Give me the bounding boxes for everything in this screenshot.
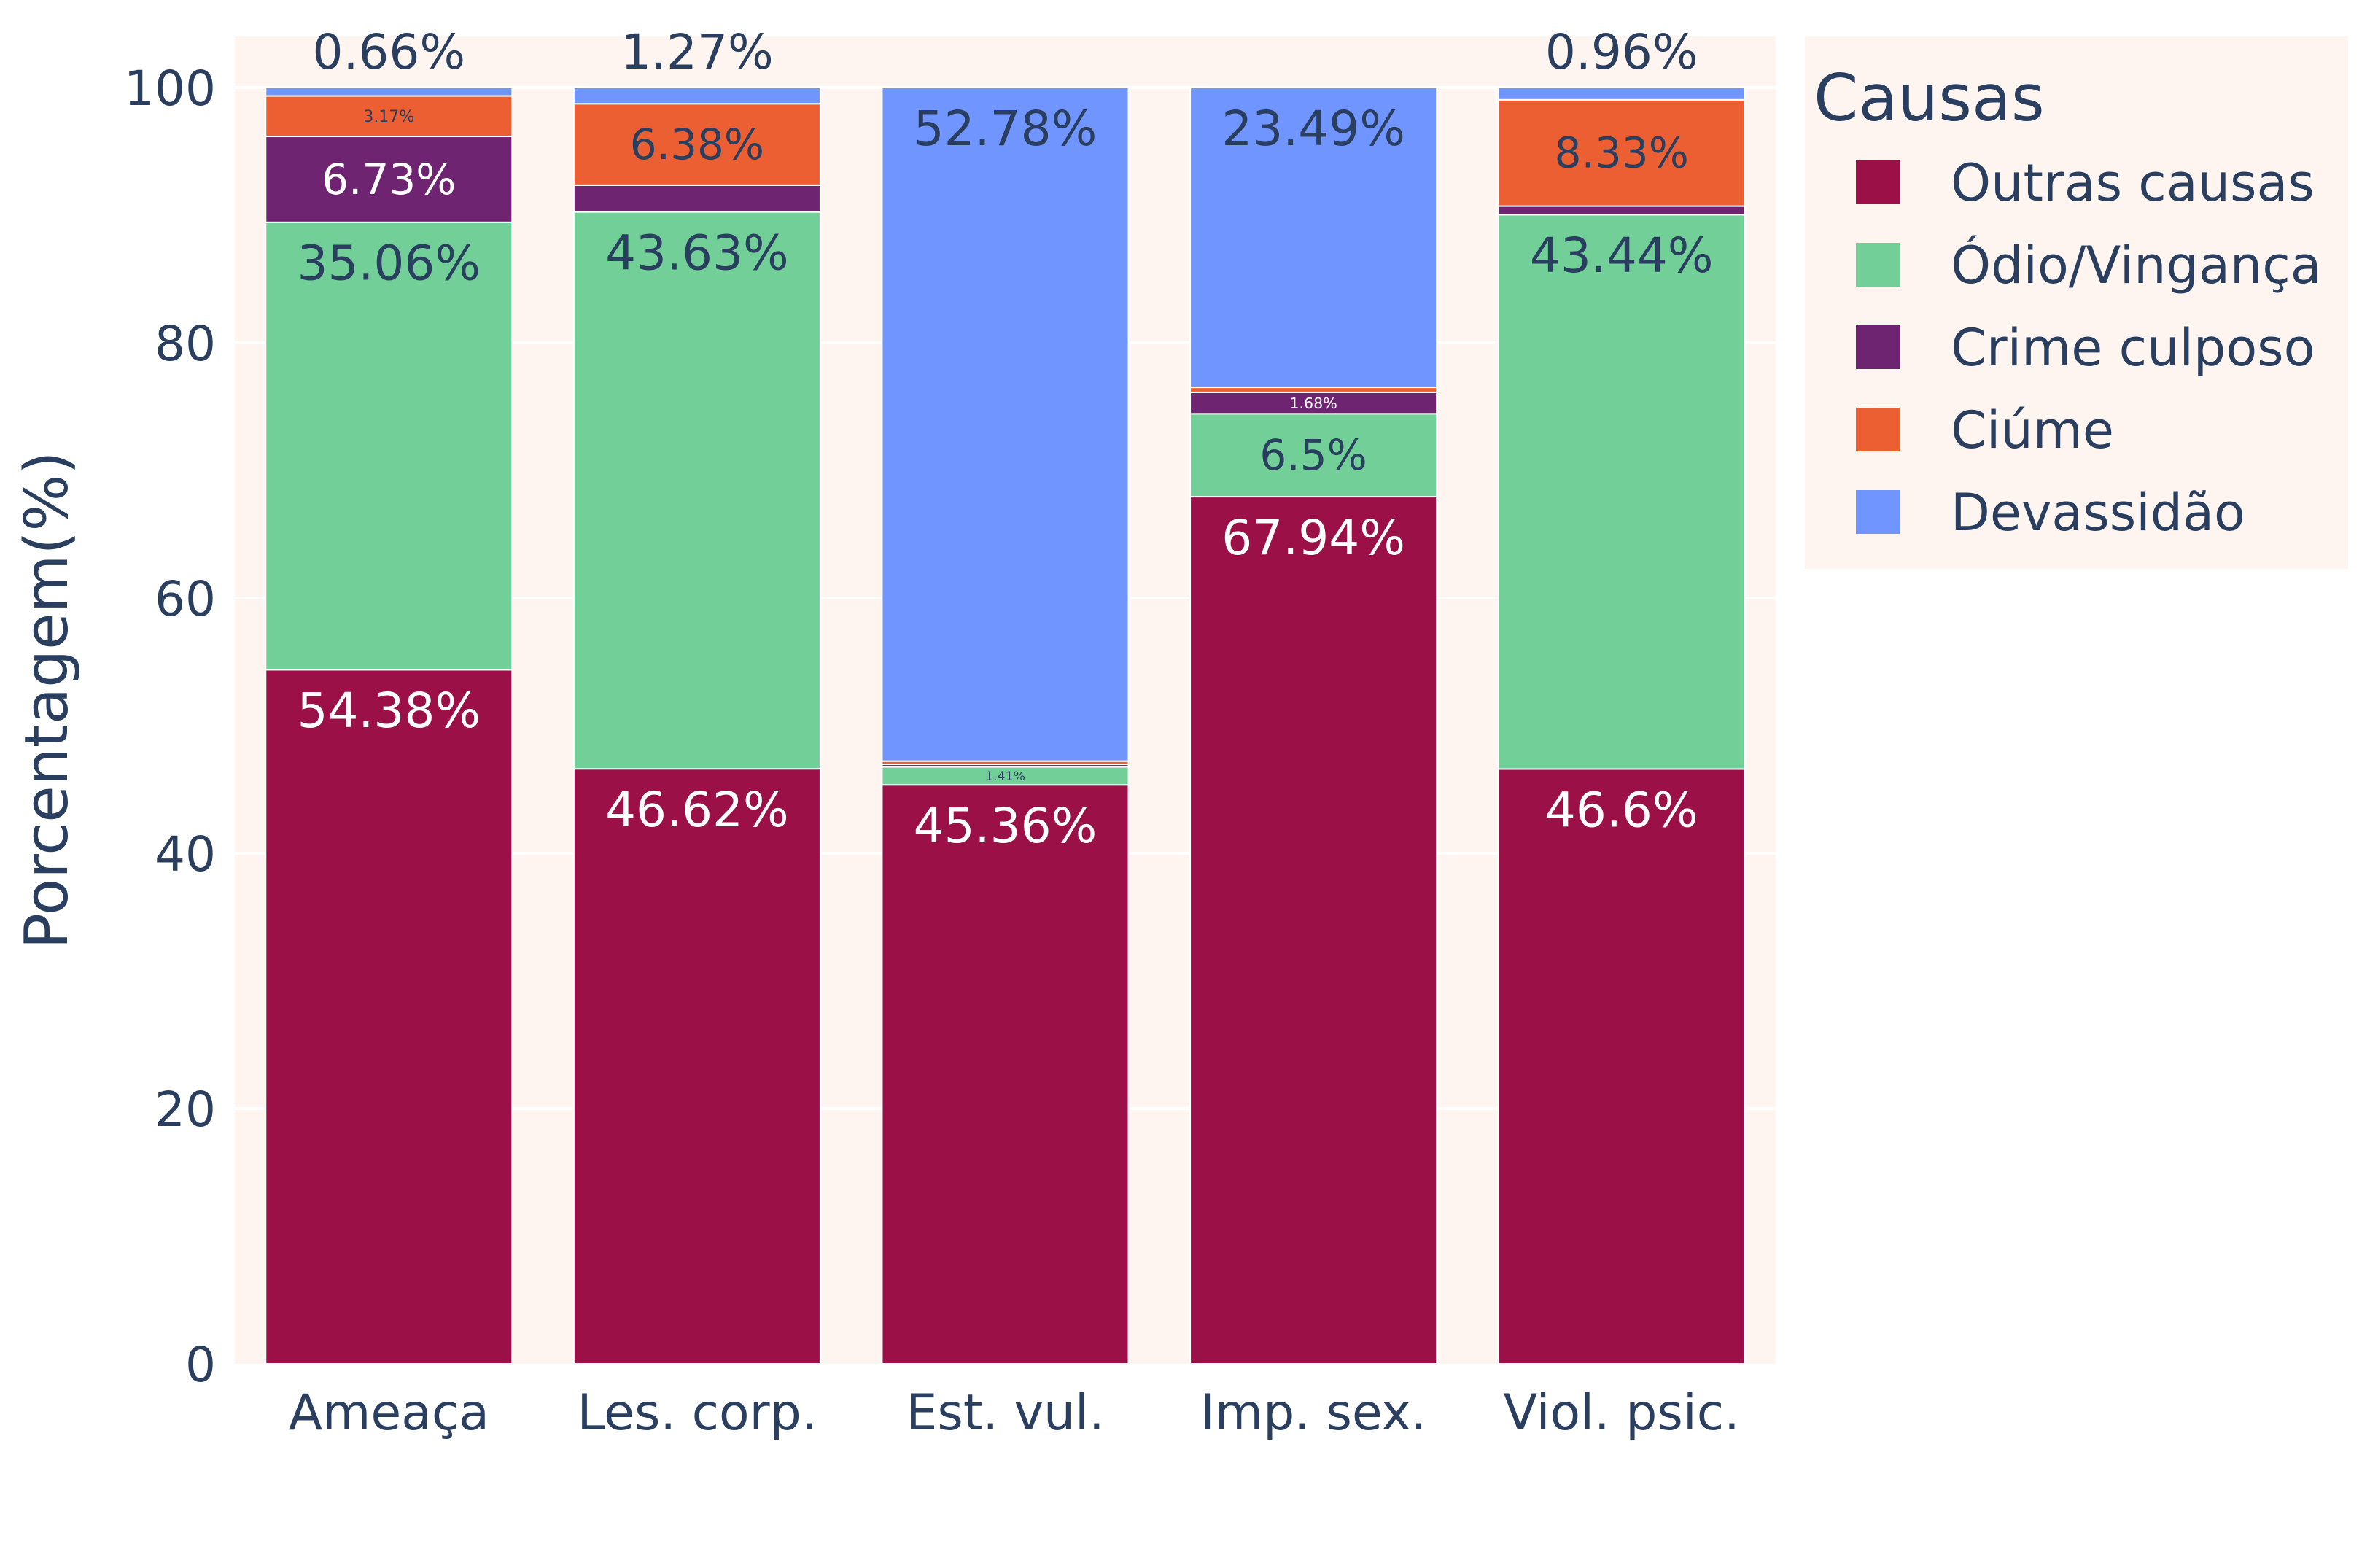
bar-label-imp-sex-devassidao: 23.49% xyxy=(1221,101,1405,157)
y-tick-label-100: 100 xyxy=(124,61,216,117)
bar-labels: 54.38% 35.06% 6.73% 3.17% 0.66% 46.62% 43.63% 6… xyxy=(297,24,1713,854)
bar-ameaca-devassidao[interactable] xyxy=(265,87,513,97)
bar-ameaca-outras-causas[interactable] xyxy=(265,669,513,1365)
legend-item-devassidao[interactable]: Devassidão xyxy=(1856,483,2245,543)
bar-label-les-corp-devassidao: 1.27% xyxy=(621,24,774,80)
bar-viol-psic-odio-vinganca[interactable] xyxy=(1497,214,1746,770)
legend-item-odio-vinganca[interactable]: Ódio/Vingança xyxy=(1856,236,2322,295)
legend-swatch-outras-causas xyxy=(1856,160,1900,204)
bar-ameaca-crime-culposo[interactable] xyxy=(265,136,513,223)
y-tick-label-20: 20 xyxy=(155,1082,216,1138)
bar-les-corp-outras-causas[interactable] xyxy=(572,768,821,1365)
legend-label-devassidao: Devassidão xyxy=(1951,483,2245,543)
bar-label-imp-sex-crime-culposo: 1.68% xyxy=(1289,395,1337,412)
bar-les-corp-crime-culposo[interactable] xyxy=(572,184,821,213)
bar-ameaca-ciume[interactable] xyxy=(265,95,513,138)
bar-label-viol-psic-odio-vinganca: 43.44% xyxy=(1530,228,1714,284)
bar-imp-sex-odio-vinganca[interactable] xyxy=(1189,413,1438,498)
legend-label-ciume: Ciúme xyxy=(1951,400,2114,460)
bar-les-corp-odio-vinganca[interactable] xyxy=(572,211,821,770)
y-tick-label-80: 80 xyxy=(155,316,216,372)
bar-imp-sex-ciume[interactable] xyxy=(1189,387,1438,393)
legend-label-outras-causas: Outras causas xyxy=(1951,153,2315,213)
x-tick-label-les-corp: Les. corp. xyxy=(577,1384,817,1442)
legend-title: Causas xyxy=(1814,61,2045,136)
y-tick-label-0: 0 xyxy=(185,1337,216,1393)
bars xyxy=(265,87,1746,1365)
bar-est-vul-devassidao[interactable] xyxy=(881,87,1130,762)
legend-box xyxy=(1805,36,2348,569)
bar-label-les-corp-outras-causas: 46.62% xyxy=(605,782,789,838)
bar-imp-sex-crime-culposo[interactable] xyxy=(1189,391,1438,415)
bar-label-viol-psic-ciume: 8.33% xyxy=(1555,128,1689,178)
bar-viol-psic-outras-causas[interactable] xyxy=(1497,768,1746,1365)
y-tick-label-60: 60 xyxy=(155,571,216,627)
bar-label-est-vul-outras-causas: 45.36% xyxy=(914,798,1097,854)
legend-swatch-odio-vinganca xyxy=(1856,243,1900,287)
legend-swatch-devassidao xyxy=(1856,490,1900,534)
bar-les-corp-ciume[interactable] xyxy=(572,103,821,186)
bar-label-viol-psic-outras-causas: 46.6% xyxy=(1545,782,1698,838)
bar-label-ameaca-outras-causas: 54.38% xyxy=(297,683,481,739)
bar-imp-sex-outras-causas[interactable] xyxy=(1189,496,1438,1365)
bar-est-vul-outras-causas[interactable] xyxy=(881,784,1130,1365)
bar-label-les-corp-ciume: 6.38% xyxy=(630,120,764,169)
bar-viol-psic-ciume[interactable] xyxy=(1497,98,1746,207)
y-axis-title: Porcentagem(%) xyxy=(12,451,82,950)
bar-label-ameaca-crime-culposo: 6.73% xyxy=(322,155,456,204)
bar-label-ameaca-odio-vinganca: 35.06% xyxy=(297,236,481,292)
bar-imp-sex-devassidao[interactable] xyxy=(1189,87,1438,389)
legend-swatch-crime-culposo xyxy=(1856,325,1900,369)
bar-les-corp-devassidao[interactable] xyxy=(572,87,821,105)
x-tick-label-imp-sex: Imp. sex. xyxy=(1200,1384,1427,1442)
legend-label-odio-vinganca: Ódio/Vingança xyxy=(1951,236,2322,295)
legend-item-ciume[interactable]: Ciúme xyxy=(1856,400,2114,460)
bar-label-ameaca-ciume: 3.17% xyxy=(363,108,414,126)
y-tick-label-40: 40 xyxy=(155,826,216,882)
bar-ameaca-odio-vinganca[interactable] xyxy=(265,221,513,671)
bar-label-imp-sex-outras-causas: 67.94% xyxy=(1221,510,1405,566)
legend-item-outras-causas[interactable]: Outras causas xyxy=(1856,153,2315,213)
bar-label-ameaca-devassidao: 0.66% xyxy=(312,24,465,80)
axes: 0 20 40 60 80 100 Ameaça Les. corp. Est. vul. Imp… xyxy=(12,61,1740,1442)
bar-est-vul-odio-vinganca[interactable] xyxy=(881,766,1130,786)
legend-item-crime-culposo[interactable]: Crime culposo xyxy=(1856,318,2315,378)
bar-viol-psic-crime-culposo[interactable] xyxy=(1497,205,1746,216)
x-tick-label-ameaca: Ameaça xyxy=(289,1384,489,1442)
bar-label-imp-sex-odio-vinganca: 6.5% xyxy=(1259,430,1367,480)
bar-viol-psic-devassidao[interactable] xyxy=(1497,87,1746,101)
legend-label-crime-culposo: Crime culposo xyxy=(1951,318,2315,378)
legend-swatch-ciume xyxy=(1856,408,1900,451)
x-tick-label-viol-psic: Viol. psic. xyxy=(1504,1384,1740,1442)
legend[interactable]: Causas Outras causas Ódio/Vingança Crime cu… xyxy=(1805,36,2348,569)
x-tick-label-est-vul: Est. vul. xyxy=(906,1384,1104,1442)
bar-label-est-vul-odio-vinganca: 1.41% xyxy=(985,769,1025,784)
bar-label-les-corp-odio-vinganca: 43.63% xyxy=(605,225,789,281)
bar-label-est-vul-devassidao: 52.78% xyxy=(914,101,1097,157)
bar-label-viol-psic-devassidao: 0.96% xyxy=(1545,24,1698,80)
